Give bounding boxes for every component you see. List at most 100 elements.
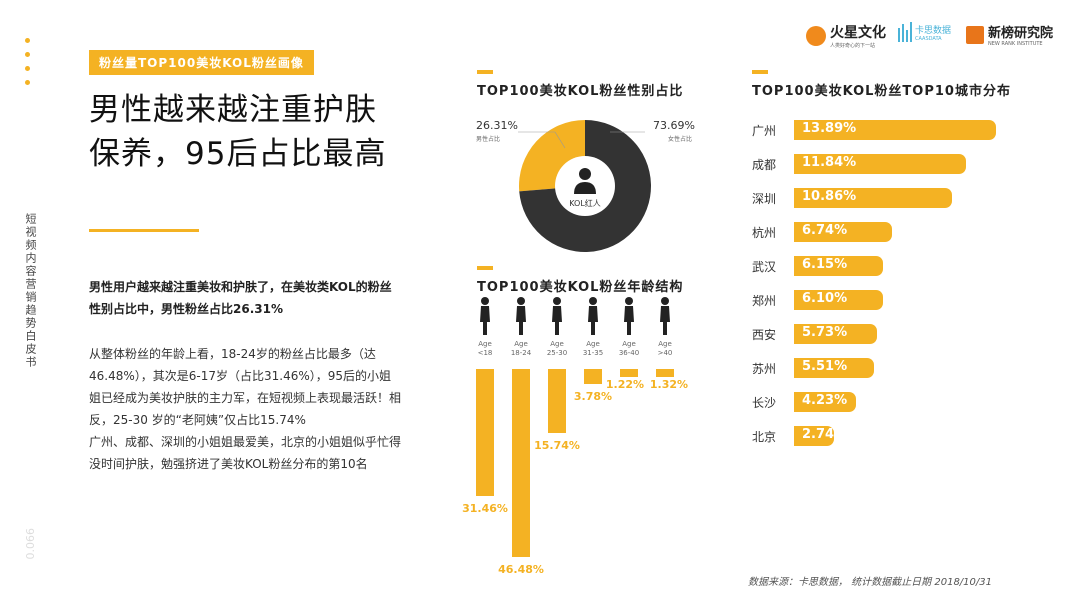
age-bar-4 (620, 369, 638, 377)
age-bar-2 (548, 369, 566, 433)
city-row: 深圳 10.86% (752, 188, 952, 208)
city-value-label: 10.86% (802, 189, 857, 204)
age-bar-5 (656, 369, 674, 377)
city-bar (794, 222, 893, 242)
city-bar (794, 120, 996, 140)
age-word: Age (550, 340, 564, 348)
city-value-label: 6.74% (802, 223, 848, 238)
age-value-label: 15.74% (534, 438, 580, 452)
headline-line2: 保养，95后占比最高 (89, 136, 387, 172)
section-marker (477, 70, 493, 74)
huoxing-logo-icon (806, 25, 826, 46)
person-silhouette-icon (552, 297, 562, 335)
age-column-5: Age >40 (647, 296, 683, 358)
age-bar-3 (584, 369, 602, 385)
donut-center-label: KOL红人 (569, 198, 601, 208)
city-name: 西安 (752, 327, 777, 342)
city-bar (794, 358, 875, 378)
city-bar (794, 256, 884, 276)
city-chart-title: TOP100美妆KOL粉丝TOP10城市分布 (752, 84, 1011, 99)
city-bar (794, 154, 967, 174)
city-row: 北京 2.74% (752, 426, 847, 446)
age-category: 18-24 (510, 349, 532, 357)
page-number: 0.066 (24, 528, 37, 560)
age-word: Age (622, 340, 636, 348)
logo-name: 卡思数据 (915, 25, 952, 36)
city-bar (794, 188, 952, 208)
city-name: 广州 (752, 123, 777, 138)
city-value-label: 6.15% (802, 257, 848, 272)
city-value-label: 2.74% (802, 427, 848, 442)
decorative-dots (25, 38, 30, 94)
gender-donut: KOL红人 (518, 120, 651, 252)
age-column-4: Age 36-40 (611, 296, 647, 358)
age-category: <18 (477, 349, 493, 357)
age-column-1: Age 18-24 (503, 296, 539, 358)
age-word: Age (514, 340, 528, 348)
person-icon (574, 168, 596, 194)
city-row: 郑州 6.10% (752, 290, 883, 310)
age-category: 25-30 (546, 349, 568, 357)
summary-city: 广州、成都、深圳的小姐姐最爱美，北京的小姐姐似乎忙得没时间护肤，勉强挤进了美妆K… (89, 435, 402, 471)
age-bar-1 (512, 369, 530, 558)
person-silhouette-icon (516, 297, 526, 335)
age-category: 36-40 (618, 349, 640, 357)
caasdata-logo-icon (898, 22, 912, 42)
city-bar (794, 324, 878, 344)
xinbang-logo-icon (966, 25, 984, 44)
age-word: Age (478, 340, 492, 348)
city-value-label: 11.84% (802, 155, 857, 170)
age-category: 31-35 (582, 349, 604, 357)
male-label: 男性占比 (476, 136, 501, 143)
person-silhouette-icon (588, 297, 598, 335)
city-row: 苏州 5.51% (752, 358, 875, 378)
city-value-label: 13.89% (802, 121, 857, 136)
section-badge: 粉丝量TOP100美妆KOL粉丝画像 (89, 50, 314, 75)
city-name: 苏州 (752, 361, 777, 376)
person-silhouette-icon (624, 297, 634, 335)
city-name: 武汉 (752, 259, 777, 274)
person-silhouette-icon (660, 297, 670, 335)
age-bar-0 (476, 369, 494, 497)
vertical-title: 短视频内容营销趋势白皮书 (24, 213, 37, 369)
female-pct: 73.69% (653, 119, 695, 132)
age-value-label: 31.46% (462, 502, 508, 516)
logo-sub: CAASDATA (915, 35, 942, 42)
city-row: 杭州 6.74% (752, 222, 893, 242)
age-category: >40 (657, 349, 673, 357)
city-value-label: 4.23% (802, 393, 848, 408)
city-row: 长沙 4.23% (752, 392, 856, 412)
data-source-footer: 数据来源：卡思数据， 统计数据截止日期 2018/10/31 (748, 577, 992, 588)
city-row: 西安 5.73% (752, 324, 878, 344)
city-bar (794, 392, 856, 412)
person-silhouette-icon (480, 297, 490, 335)
logo-huoxing: 火星文化 人类好奇心的下一站 (806, 22, 886, 49)
divider (89, 229, 199, 232)
age-value-label: 1.22% (605, 378, 645, 391)
gender-chart-title: TOP100美妆KOL粉丝性别占比 (477, 84, 684, 99)
section-marker (477, 266, 493, 270)
age-word: Age (586, 340, 600, 348)
city-name: 深圳 (752, 191, 777, 206)
age-column-0: Age <18 (467, 296, 503, 358)
headline: 男性越来越注重护肤 保养，95后占比最高 (89, 88, 386, 176)
city-name: 郑州 (752, 293, 777, 308)
city-bar (794, 426, 834, 446)
section-marker (752, 70, 768, 74)
age-value-label: 3.78% (573, 390, 613, 404)
age-chart-title: TOP100美妆KOL粉丝年龄结构 (477, 280, 684, 295)
city-row: 成都 11.84% (752, 154, 967, 174)
age-word: Age (658, 340, 672, 348)
male-pct: 26.31% (476, 119, 518, 132)
age-value-label: 46.48% (498, 563, 544, 577)
logo-sub: NEW RANK INSTITUTE (988, 41, 1043, 47)
female-label: 女性占比 (668, 136, 693, 143)
city-name: 杭州 (752, 225, 777, 240)
city-value-label: 5.51% (802, 359, 848, 374)
city-name: 北京 (752, 429, 777, 444)
age-column-3: Age 31-35 (575, 296, 611, 358)
logo-xinbang: 新榜研究院 NEW RANK INSTITUTE (966, 22, 1053, 47)
city-row: 武汉 6.15% (752, 256, 884, 276)
age-value-label: 1.32% (649, 378, 689, 391)
headline-line1: 男性越来越注重护肤 (89, 92, 377, 128)
